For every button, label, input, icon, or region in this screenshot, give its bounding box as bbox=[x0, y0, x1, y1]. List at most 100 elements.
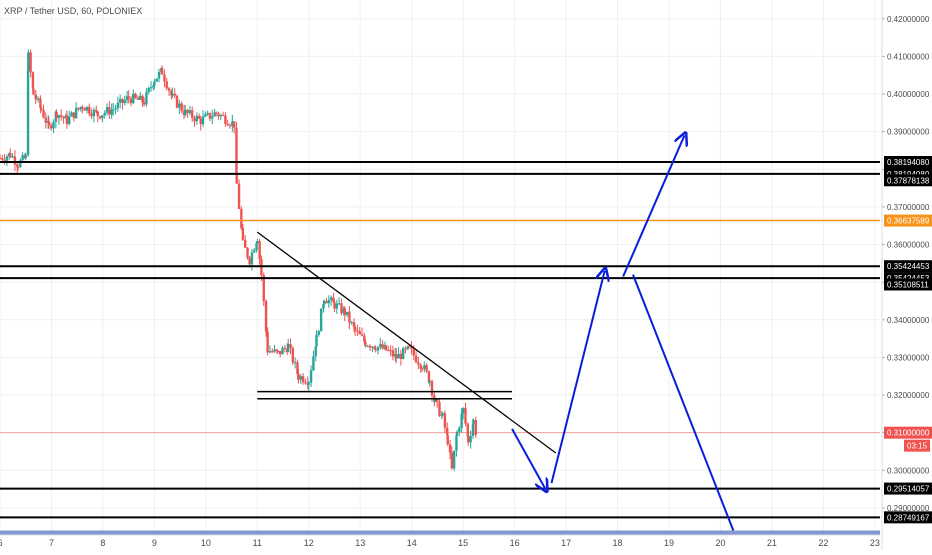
orange-level-badge-label: 0.36637589 bbox=[887, 217, 930, 226]
candle-body bbox=[145, 92, 148, 105]
candle-body bbox=[127, 96, 130, 99]
candle-body bbox=[129, 98, 133, 104]
x-tick-label: 16 bbox=[510, 538, 520, 548]
candle-body bbox=[167, 88, 171, 91]
candle-body bbox=[195, 115, 199, 122]
y-tick-label: 0.34000000 bbox=[887, 316, 930, 325]
candle-body bbox=[77, 107, 80, 110]
candle-body bbox=[68, 116, 71, 125]
candle-body bbox=[458, 427, 461, 432]
candle-body bbox=[399, 353, 403, 359]
candle-body bbox=[57, 115, 61, 119]
candle-body bbox=[389, 350, 392, 352]
x-tick-label: 7 bbox=[49, 538, 54, 548]
candle-body bbox=[47, 121, 51, 126]
candle-body bbox=[461, 408, 465, 414]
candle-body bbox=[348, 311, 351, 323]
candle-body bbox=[322, 304, 325, 309]
candle-body bbox=[182, 111, 186, 115]
candle-body bbox=[466, 423, 469, 437]
candle-body bbox=[319, 308, 323, 332]
candle-body bbox=[448, 444, 452, 453]
candle-body bbox=[13, 156, 17, 165]
candle-body bbox=[360, 334, 364, 336]
candle-body bbox=[379, 344, 382, 347]
candle-body bbox=[221, 115, 225, 117]
candle-body bbox=[435, 398, 439, 403]
candle-body bbox=[258, 241, 261, 260]
orange-level-badge-box bbox=[884, 214, 932, 227]
candle-body bbox=[275, 349, 279, 351]
candle-body bbox=[235, 127, 238, 174]
level-badge-extra-box bbox=[884, 278, 932, 291]
candle-body bbox=[72, 112, 76, 119]
candle-body bbox=[450, 452, 454, 469]
candle-body bbox=[44, 117, 48, 123]
level-badge-label: 0.35424453 bbox=[887, 262, 930, 271]
candle-body bbox=[147, 87, 150, 93]
candle-body bbox=[79, 106, 82, 110]
candle-body bbox=[460, 413, 463, 428]
countdown-box bbox=[904, 439, 930, 452]
candle-body bbox=[85, 106, 89, 111]
candle-body bbox=[197, 115, 201, 119]
candle-body bbox=[60, 115, 63, 117]
candle-body bbox=[173, 93, 176, 96]
candle-body bbox=[153, 81, 156, 86]
candle-body bbox=[149, 87, 153, 89]
projection-line-down bbox=[632, 274, 735, 531]
y-tick-label: 0.40000000 bbox=[887, 90, 930, 99]
x-tick-label: 20 bbox=[715, 538, 725, 548]
x-tick-label: 21 bbox=[767, 538, 777, 548]
candle-body bbox=[171, 93, 174, 96]
candle-body bbox=[371, 346, 374, 348]
candle-body bbox=[350, 322, 353, 324]
candle-body bbox=[188, 110, 192, 114]
candle-body bbox=[180, 103, 183, 112]
candle-body bbox=[83, 108, 86, 111]
candle-body bbox=[317, 331, 321, 335]
x-tick-label: 10 bbox=[201, 538, 211, 548]
candle-body bbox=[65, 115, 69, 125]
candle-body bbox=[364, 341, 367, 347]
candle-body bbox=[352, 322, 356, 328]
candle-body bbox=[31, 72, 35, 89]
candle-body bbox=[446, 427, 449, 436]
level-badge-box bbox=[884, 156, 932, 169]
projection-arrow-down-1 bbox=[511, 428, 545, 489]
candle-body bbox=[204, 114, 207, 117]
candle-body bbox=[467, 436, 470, 443]
candle-body bbox=[214, 112, 218, 114]
candle-body bbox=[118, 98, 122, 103]
x-tick-label: 22 bbox=[818, 538, 828, 548]
candle-body bbox=[165, 81, 168, 89]
candle-body bbox=[199, 118, 202, 125]
candle-body bbox=[262, 275, 265, 302]
y-tick-label: 0.29000000 bbox=[887, 504, 930, 513]
candle-body bbox=[39, 98, 42, 108]
candle-body bbox=[441, 413, 444, 416]
candle-body bbox=[417, 362, 420, 365]
y-tick-label: 0.37000000 bbox=[887, 203, 930, 212]
candle-body bbox=[438, 402, 441, 417]
candle-body bbox=[0, 158, 2, 160]
candle-body bbox=[29, 52, 32, 73]
candle-body bbox=[340, 303, 343, 314]
candle-body bbox=[397, 353, 400, 359]
candle-body bbox=[224, 115, 227, 124]
candle-body bbox=[363, 335, 366, 342]
candle-body bbox=[304, 382, 307, 384]
candle-body bbox=[248, 257, 251, 265]
candle-body bbox=[88, 106, 91, 114]
candle-body bbox=[244, 239, 247, 248]
candle-body bbox=[323, 301, 326, 305]
candle-body bbox=[464, 408, 467, 424]
candle-body bbox=[27, 52, 30, 72]
y-tick-label: 0.36000000 bbox=[887, 241, 930, 250]
candle-body bbox=[3, 159, 6, 161]
candle-body bbox=[112, 109, 115, 111]
candle-body bbox=[337, 303, 341, 305]
candle-body bbox=[253, 250, 256, 253]
